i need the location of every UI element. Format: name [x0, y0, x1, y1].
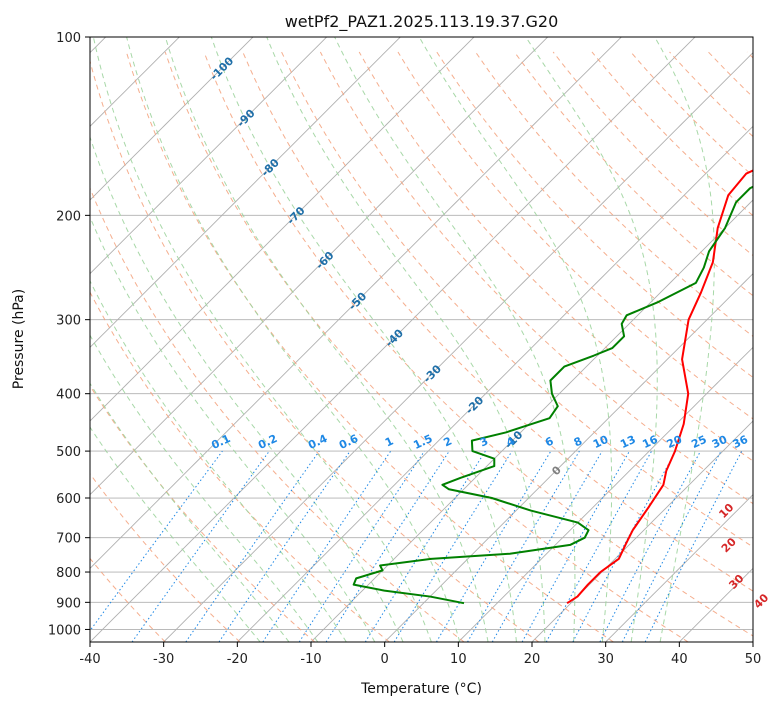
- y-tick-label: 200: [56, 209, 81, 224]
- dry-adiabat-line: [242, 51, 753, 592]
- mixing-ratio-line: [298, 450, 425, 642]
- y-tick-label: 500: [56, 445, 81, 460]
- dewpoint-profile-line: [352, 185, 753, 605]
- temperature-profile-line: [566, 169, 753, 605]
- y-tick-label: 400: [56, 388, 81, 403]
- moist-adiabat-line: [126, 37, 461, 642]
- y-tick-label: 300: [56, 314, 81, 329]
- axes: -40 -30 -20 -10 0 10 20 30 40 50 100 200 300 400 500 60…: [48, 31, 761, 667]
- y-tick-label: 100: [56, 31, 81, 46]
- mixing-ratio-label: 16: [640, 433, 660, 451]
- mixing-ratio-label: 10: [591, 433, 611, 451]
- dry-adiabat-line: [90, 291, 390, 642]
- isotherm-line: [90, 37, 475, 422]
- moist-adiabat-line: [90, 426, 261, 642]
- isotherm-line: [90, 37, 548, 496]
- moist-adiabat-line: [90, 334, 319, 642]
- isotherm-line: [458, 346, 753, 642]
- y-axis-title: Pressure (hPa): [11, 289, 27, 389]
- isotherm-line: [90, 37, 622, 569]
- mixing-ratio-line: [185, 450, 320, 642]
- moist-adiabat-line: [525, 37, 658, 642]
- x-tick-label: 10: [450, 652, 467, 667]
- dry-adiabat-line: [90, 186, 465, 642]
- plot-frame: [89, 36, 754, 643]
- isotherm-line: [90, 37, 401, 348]
- x-tick-label: -40: [79, 652, 100, 667]
- mixing-ratio-label: 25: [689, 433, 708, 451]
- x-tick-label: -30: [153, 652, 174, 667]
- moist-adiabat-line: [418, 37, 613, 642]
- mixing-ratio-line: [644, 450, 743, 642]
- dry-adiabat-line: [281, 51, 753, 548]
- mixing-ratio-line: [262, 450, 392, 642]
- mixing-ratio-line: [572, 450, 677, 642]
- moist-adiabat-line: [654, 37, 715, 642]
- isotherm-line: [310, 199, 753, 642]
- moist-adiabat-line: [90, 382, 290, 642]
- background-lines: [90, 37, 753, 642]
- dry-adiabat-line: [125, 51, 614, 642]
- x-tick-label: -10: [300, 652, 321, 667]
- y-tick-label: 1000: [48, 623, 81, 638]
- mixing-ratio-line: [131, 450, 270, 642]
- isotherm-line: [237, 125, 753, 642]
- x-tick-label: 40: [671, 652, 688, 667]
- moist-adiabat-line: [210, 37, 517, 642]
- dry-adiabat-line: [358, 51, 753, 462]
- moist-adiabat-line: [90, 135, 404, 642]
- mixing-ratio-line: [521, 450, 630, 642]
- x-axis-title: Temperature (°C): [360, 681, 482, 697]
- moist-adiabat-line: [266, 37, 546, 642]
- x-tick-label: 0: [381, 652, 389, 667]
- y-tick-label: 600: [56, 492, 81, 507]
- dry-adiabat-line: [164, 51, 689, 642]
- isotherm-line: [531, 420, 753, 642]
- moist-adiabat-line: [90, 215, 376, 642]
- isotherm-line: [605, 494, 753, 642]
- x-tick-label: 30: [597, 652, 614, 667]
- dry-adiabat-line: [90, 557, 166, 642]
- moist-adiabat-line: [92, 37, 432, 642]
- mixing-ratio-line: [325, 450, 450, 642]
- mixing-ratio-label: 13: [618, 433, 637, 451]
- x-tick-label: 50: [745, 652, 762, 667]
- mixing-ratio-label: 36: [731, 433, 751, 451]
- isotherm-line: [384, 273, 753, 642]
- y-tick-label: 800: [56, 566, 81, 581]
- isotherm-line: [90, 37, 696, 642]
- mixing-ratio-line: [218, 450, 351, 642]
- mixing-ratio-label: 20: [665, 433, 685, 451]
- dry-adiabat-line: [319, 51, 753, 505]
- series-layer: [352, 169, 753, 605]
- mixing-ratio-line: [393, 450, 513, 642]
- mixing-ratio-line: [90, 450, 223, 632]
- isotherm-line: [90, 37, 327, 275]
- dry-adiabat-line: [90, 472, 241, 642]
- x-tick-label: 20: [524, 652, 541, 667]
- y-tick-label: 700: [56, 532, 81, 547]
- mixing-ratio-label: 30: [710, 433, 730, 451]
- isotherm-line: [163, 52, 753, 642]
- chart-title: wetPf2_PAZ1.2025.113.19.37.G20: [285, 12, 559, 32]
- mixing-ratio-line: [545, 450, 653, 642]
- y-tick-label: 900: [56, 596, 81, 611]
- x-tick-label: -20: [227, 652, 248, 667]
- moist-adiabat-line: [164, 37, 489, 642]
- moist-adiabat-line: [334, 37, 576, 642]
